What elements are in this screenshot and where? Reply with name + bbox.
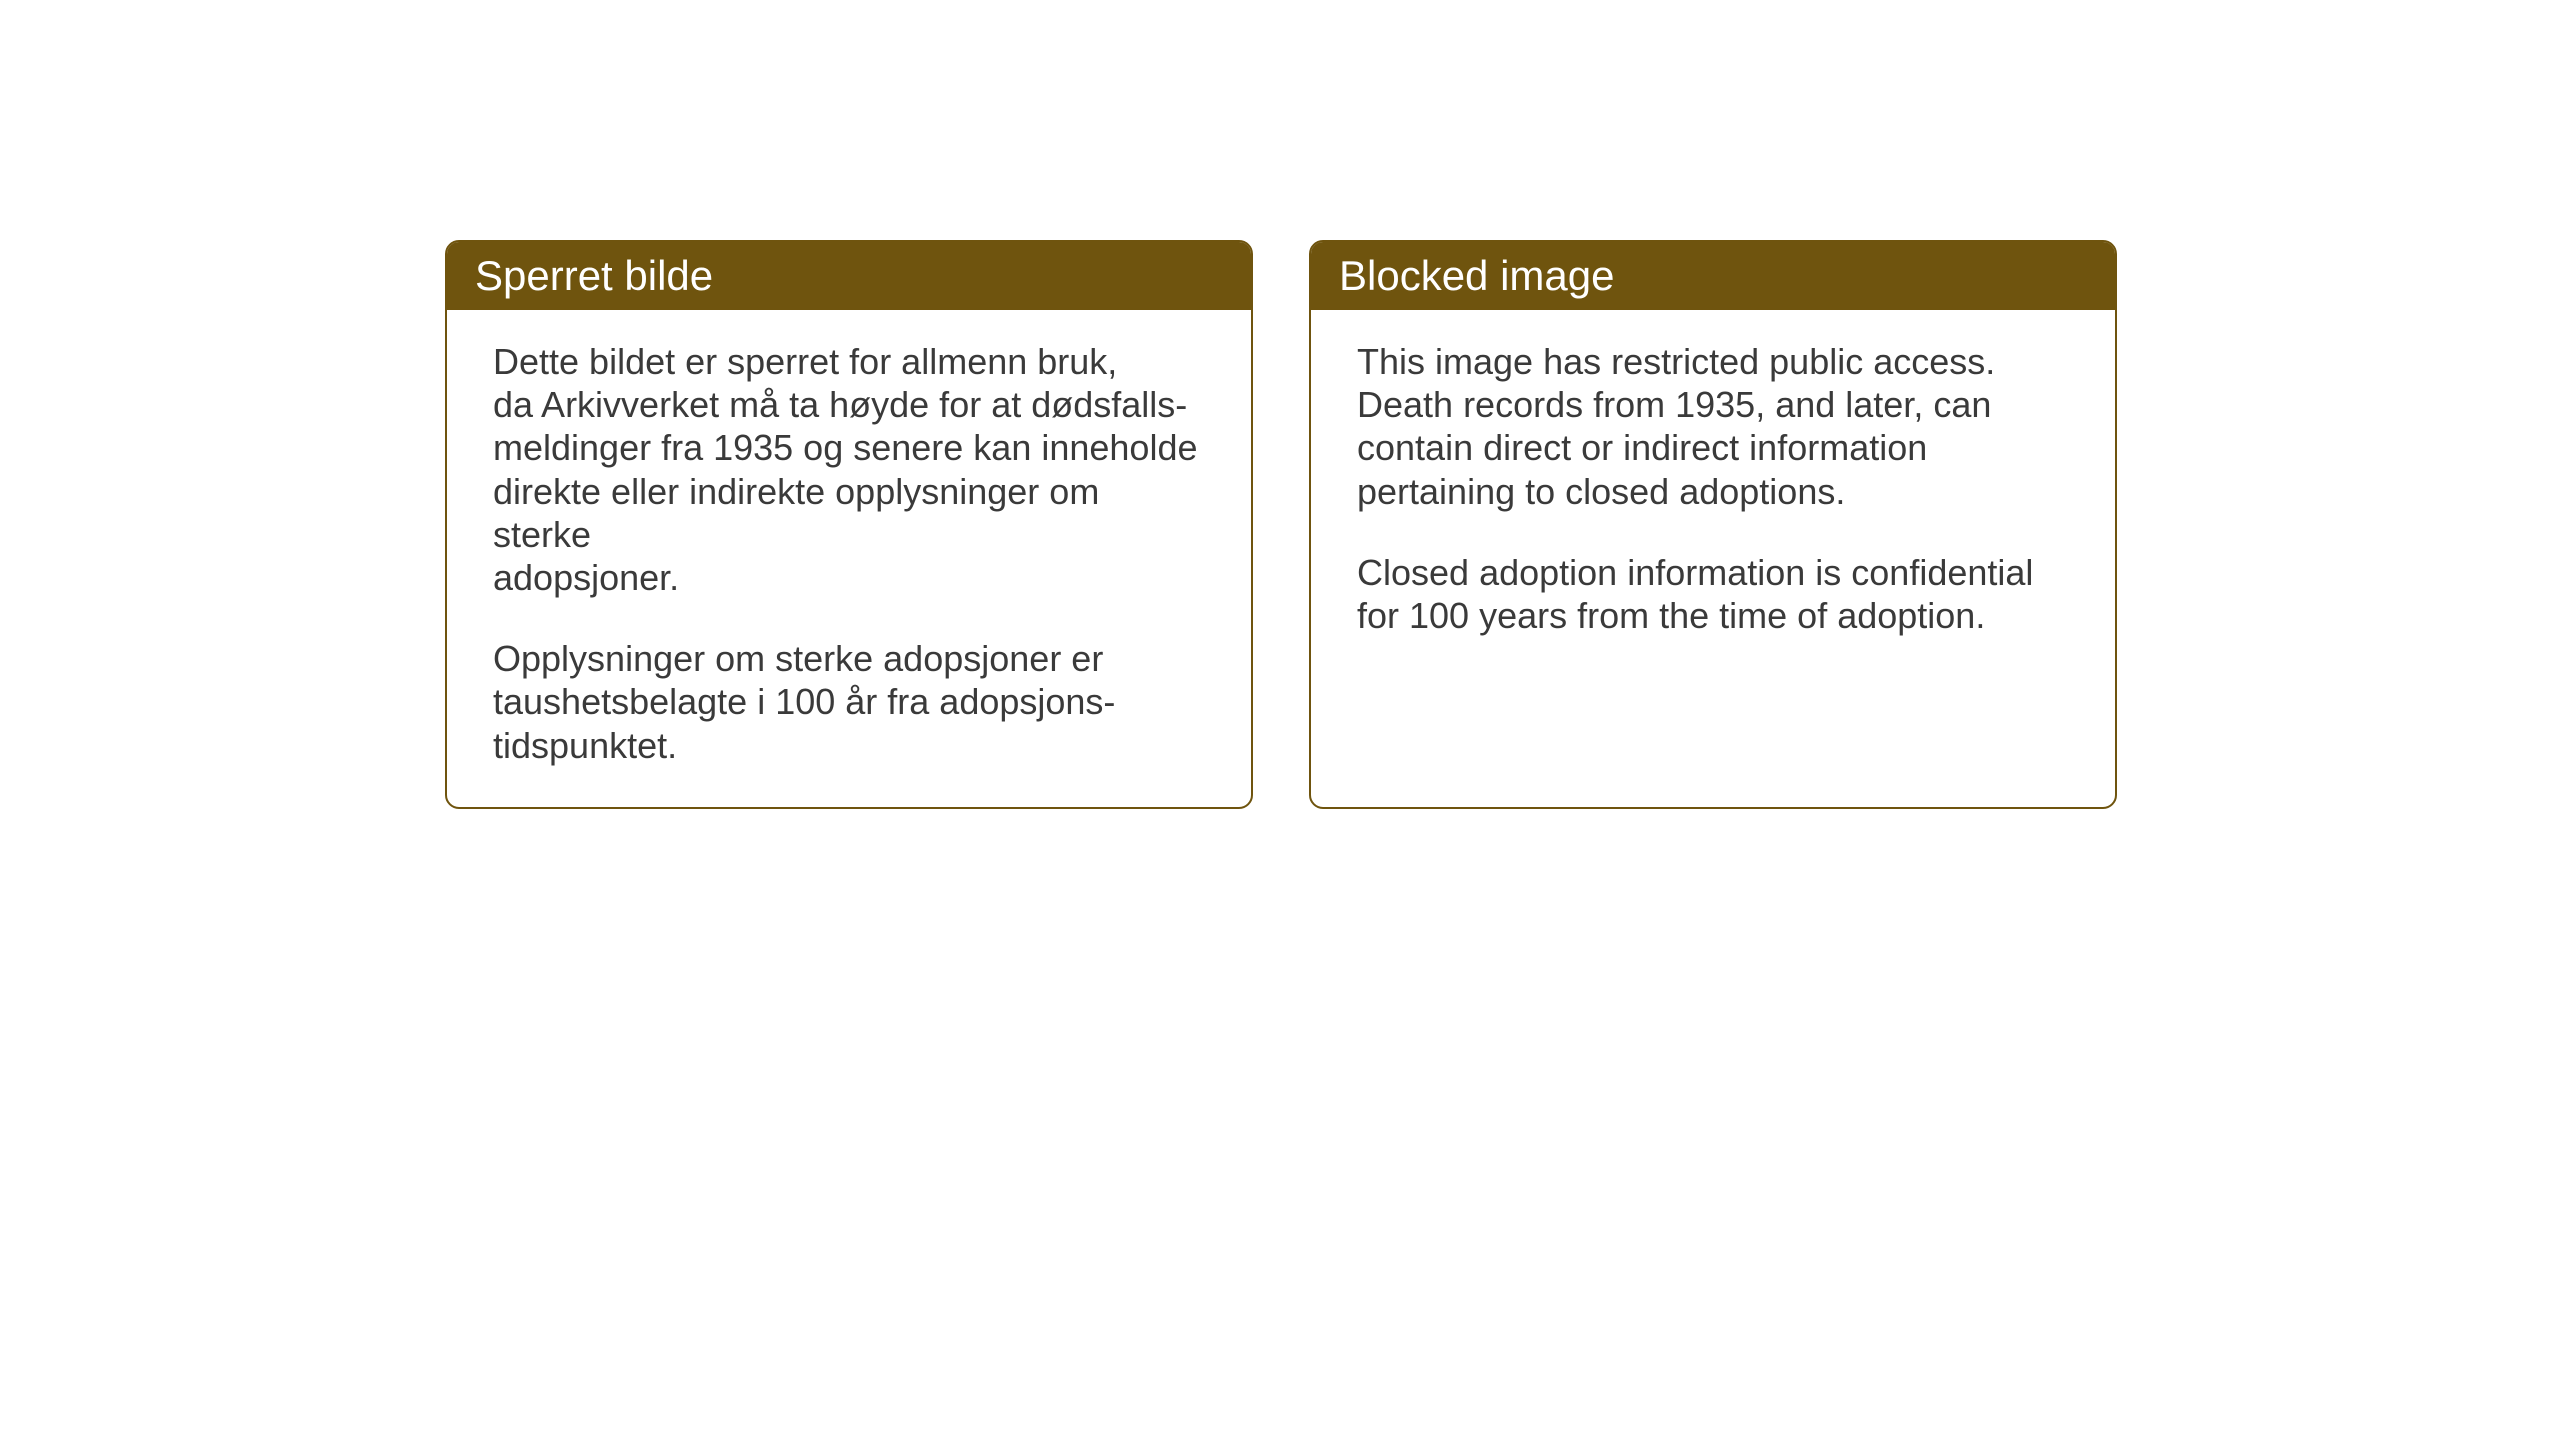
notice-text: direkte eller indirekte opplysninger om …	[493, 471, 1099, 555]
notice-title-norwegian: Sperret bilde	[475, 252, 713, 299]
notice-text: meldinger fra 1935 og senere kan innehol…	[493, 427, 1198, 468]
notice-text: Dette bildet er sperret for allmenn bruk…	[493, 341, 1117, 382]
notice-text: pertaining to closed adoptions.	[1357, 471, 1845, 512]
notice-boxes-container: Sperret bilde Dette bildet er sperret fo…	[445, 240, 2117, 809]
notice-text: Opplysninger om sterke adopsjoner er	[493, 638, 1103, 679]
notice-box-english: Blocked image This image has restricted …	[1309, 240, 2117, 809]
notice-paragraph-1-english: This image has restricted public access.…	[1357, 340, 2069, 513]
notice-text: tidspunktet.	[493, 725, 677, 766]
notice-text: da Arkivverket må ta høyde for at dødsfa…	[493, 384, 1187, 425]
notice-text: contain direct or indirect information	[1357, 427, 1927, 468]
notice-text: for 100 years from the time of adoption.	[1357, 595, 1985, 636]
notice-paragraph-2-norwegian: Opplysninger om sterke adopsjoner er tau…	[493, 637, 1205, 767]
notice-paragraph-2-english: Closed adoption information is confident…	[1357, 551, 2069, 637]
notice-box-norwegian: Sperret bilde Dette bildet er sperret fo…	[445, 240, 1253, 809]
notice-text: adopsjoner.	[493, 557, 679, 598]
notice-body-norwegian: Dette bildet er sperret for allmenn bruk…	[447, 310, 1251, 807]
notice-text: Closed adoption information is confident…	[1357, 552, 2033, 593]
notice-text: taushetsbelagte i 100 år fra adopsjons-	[493, 681, 1115, 722]
notice-header-norwegian: Sperret bilde	[447, 242, 1251, 310]
notice-body-english: This image has restricted public access.…	[1311, 310, 2115, 677]
notice-header-english: Blocked image	[1311, 242, 2115, 310]
notice-text: Death records from 1935, and later, can	[1357, 384, 1991, 425]
notice-text: This image has restricted public access.	[1357, 341, 1995, 382]
notice-paragraph-1-norwegian: Dette bildet er sperret for allmenn bruk…	[493, 340, 1205, 599]
notice-title-english: Blocked image	[1339, 252, 1614, 299]
